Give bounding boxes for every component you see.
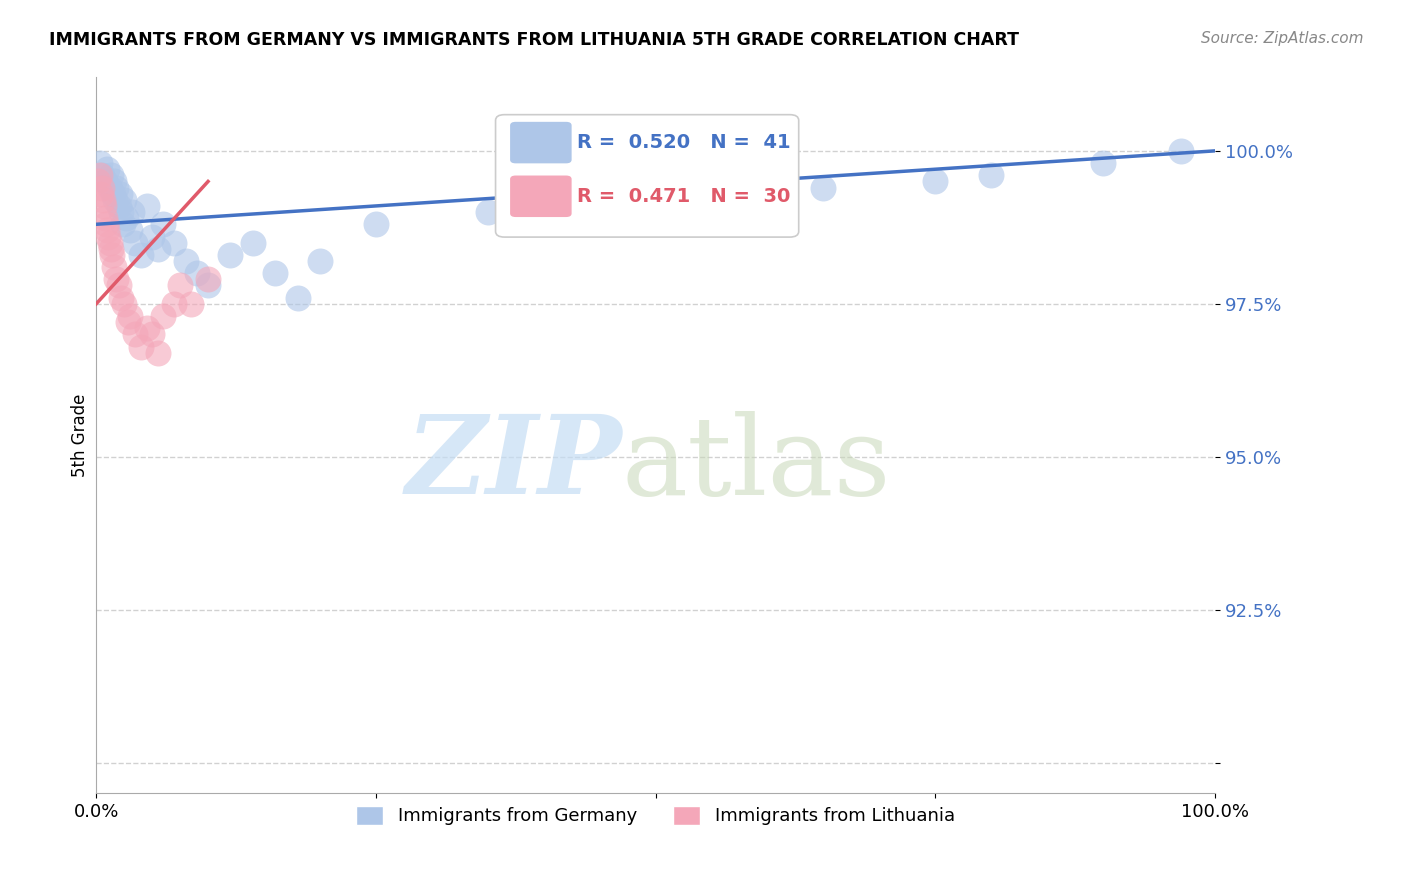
Point [96,162,118,177]
Point [219,248,242,262]
Point [94,174,117,188]
Point [124,327,146,342]
Y-axis label: 5th Grade: 5th Grade [72,393,89,477]
Point [163,297,186,311]
Point [197,278,219,293]
Point [700,193,723,207]
Point [98,235,121,250]
Text: R =  0.520   N =  41: R = 0.520 N = 41 [578,133,790,153]
Point [197,272,219,286]
Point [180,297,202,311]
Point [121,205,143,219]
Text: Source: ZipAtlas.com: Source: ZipAtlas.com [1201,31,1364,46]
Point [174,254,197,268]
Point [112,297,135,311]
Point [141,229,163,244]
Text: IMMIGRANTS FROM GERMANY VS IMMIGRANTS FROM LITHUANIA 5TH GRADE CORRELATION CHART: IMMIGRANTS FROM GERMANY VS IMMIGRANTS FR… [49,31,1019,49]
Point [89,156,111,170]
Point [163,235,186,250]
Point [477,205,499,219]
Point [91,193,114,207]
Point [97,229,120,244]
Point [110,291,132,305]
Point [135,321,157,335]
Point [309,254,332,268]
Point [112,217,135,231]
Point [364,217,387,231]
Point [101,186,124,201]
Point [87,174,110,188]
Point [112,193,135,207]
Text: atlas: atlas [621,410,891,517]
Point [94,211,117,226]
FancyBboxPatch shape [510,176,572,217]
Point [141,327,163,342]
Point [118,223,141,237]
Point [980,169,1002,183]
Point [103,260,125,274]
Point [101,248,124,262]
Point [107,199,129,213]
Text: ZIP: ZIP [405,410,621,517]
Point [107,278,129,293]
Point [89,169,111,183]
Point [105,272,128,286]
Point [104,193,127,207]
Point [169,278,191,293]
Point [287,291,309,305]
Legend: Immigrants from Germany, Immigrants from Lithuania: Immigrants from Germany, Immigrants from… [347,797,965,834]
Point [118,309,141,323]
Point [146,346,169,360]
Point [924,174,946,188]
Point [90,169,112,183]
Point [1170,144,1192,158]
Point [813,180,835,194]
FancyBboxPatch shape [510,122,572,163]
Point [90,186,112,201]
Point [124,235,146,250]
Point [152,217,174,231]
Point [103,174,125,188]
Point [186,266,208,280]
Point [129,248,152,262]
Point [242,235,264,250]
Point [135,199,157,213]
Point [108,186,131,201]
Text: R =  0.471   N =  30: R = 0.471 N = 30 [578,186,790,206]
Point [117,315,139,329]
Point [96,217,118,231]
Point [264,266,287,280]
Point [96,223,118,237]
Point [110,205,132,219]
Point [90,180,112,194]
Point [115,211,138,226]
Point [129,340,152,354]
Point [100,242,122,256]
Point [146,242,169,256]
FancyBboxPatch shape [495,115,799,237]
Point [93,199,115,213]
Point [100,169,122,183]
Point [1091,156,1114,170]
Point [152,309,174,323]
Point [98,180,121,194]
Point [105,180,128,194]
